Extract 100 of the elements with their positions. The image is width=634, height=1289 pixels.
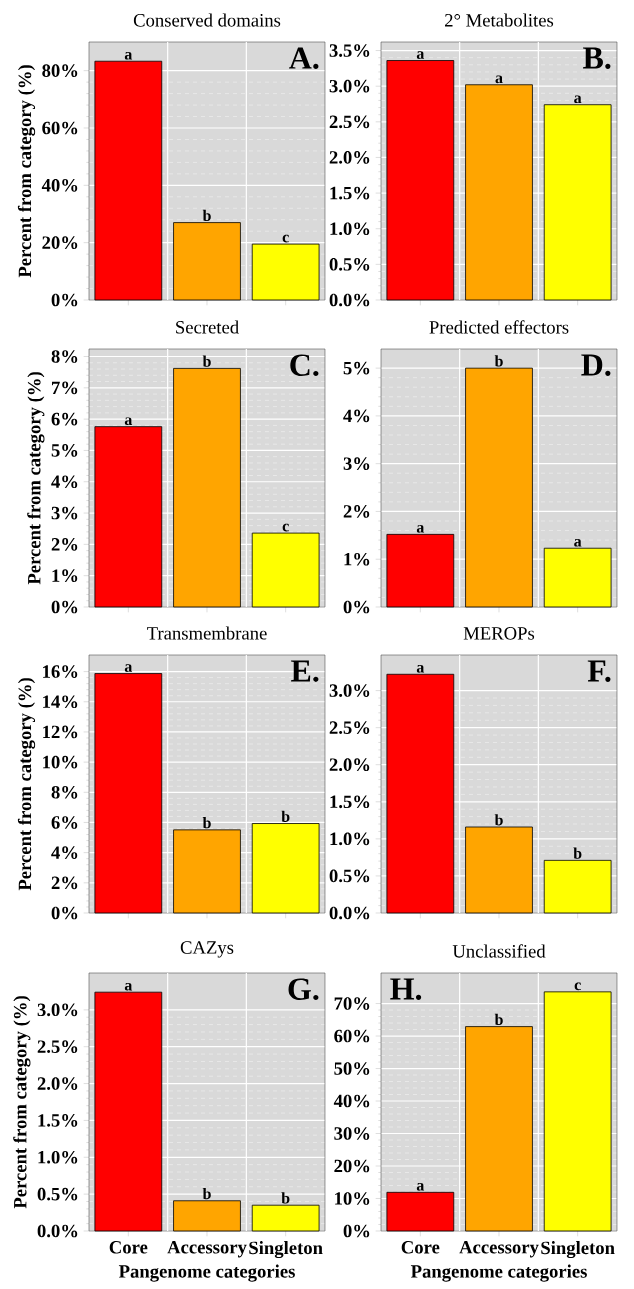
bar <box>251 243 320 301</box>
y-axis-title: Percent from category (%) <box>17 678 36 891</box>
bar <box>94 673 163 914</box>
annotation: C. <box>290 354 319 377</box>
data-label: a <box>574 95 582 104</box>
bar <box>386 60 455 301</box>
data-label: b <box>202 817 211 829</box>
bar <box>173 368 241 608</box>
data-label: b <box>573 847 582 859</box>
y-tick-label: 80% <box>42 64 78 77</box>
annotation: A. <box>289 47 319 70</box>
y-tick-label: 16% <box>43 665 78 678</box>
bar <box>94 60 163 301</box>
chart-title: Predicted effectors <box>429 320 569 334</box>
y-tick-label: 2% <box>51 876 78 890</box>
y-tick-label: 3.5% <box>329 44 370 57</box>
y-tick-label: 20% <box>334 1159 370 1173</box>
y-tick-label: 0% <box>51 600 78 614</box>
y-tick-label: 0% <box>343 1224 370 1238</box>
y-tick-label: 1.5% <box>330 186 370 200</box>
bar <box>386 533 455 608</box>
y-tick-label: 5% <box>51 444 78 457</box>
y-tick-label: 0% <box>343 600 370 614</box>
data-label: b <box>202 209 211 221</box>
x-tick-label: Singleton <box>541 1241 615 1259</box>
chart-title: Conserved domains <box>133 13 281 27</box>
y-tick-label: 3% <box>51 506 78 520</box>
annotation: E. <box>291 660 319 682</box>
y-tick-label: 4% <box>51 846 78 859</box>
bar <box>173 1200 241 1232</box>
bar <box>386 1191 455 1232</box>
bar <box>465 367 533 608</box>
y-tick-label: 12% <box>43 725 78 739</box>
y-tick-label: 0.0% <box>329 293 370 307</box>
bar <box>543 104 612 301</box>
y-tick-label: 3.0% <box>37 1003 78 1017</box>
y-tick-label: 30% <box>334 1127 370 1140</box>
chart-title: Transmembrane <box>147 626 267 640</box>
chart-title: Unclassified <box>452 944 546 958</box>
y-tick-label: 4% <box>343 409 370 423</box>
bar <box>94 991 163 1232</box>
data-label: a <box>416 1183 425 1191</box>
data-label: a <box>124 51 133 60</box>
y-tick-label: 40% <box>333 1094 370 1108</box>
y-tick-label: 1% <box>52 569 78 583</box>
y-tick-label: 0% <box>51 906 78 920</box>
y-tick-label: 2.0% <box>329 758 370 772</box>
data-label: a <box>416 51 425 59</box>
x-tick-label: Accessory <box>459 1241 539 1258</box>
bar <box>543 991 612 1232</box>
y-tick-label: 0.5% <box>329 869 370 883</box>
chart-title: MEROPs <box>463 627 535 640</box>
bar <box>251 1204 320 1232</box>
y-tick-label: 1.5% <box>38 1114 78 1127</box>
x-axis-title: Pangenome categories <box>410 1264 587 1282</box>
y-tick-label: 0.0% <box>329 906 370 920</box>
y-axis-title: Percent from category (%) <box>13 996 31 1209</box>
y-tick-label: 3.0% <box>329 684 370 697</box>
annotation: F. <box>587 660 611 682</box>
y-tick-label: 3.0% <box>329 79 370 93</box>
y-tick-label: 0.5% <box>329 258 370 271</box>
data-label: a <box>124 664 133 672</box>
x-axis-title: Pangenome categories <box>118 1264 295 1282</box>
y-tick-label: 2% <box>51 538 78 551</box>
y-tick-label: 1.0% <box>38 1150 78 1164</box>
bar <box>543 859 612 914</box>
y-tick-label: 0.0% <box>37 1224 78 1238</box>
y-tick-label: 1.5% <box>330 795 370 809</box>
y-tick-label: 7% <box>52 381 78 395</box>
y-tick-label: 0.5% <box>37 1187 78 1201</box>
data-label: b <box>202 355 211 367</box>
chart-title: 2° Metabolites <box>445 13 554 27</box>
y-tick-label: 2.5% <box>329 721 370 734</box>
y-tick-label: 8% <box>51 350 78 363</box>
bar <box>386 673 455 914</box>
y-tick-label: 70% <box>334 997 370 1010</box>
x-tick-label: Core <box>401 1241 440 1254</box>
y-tick-label: 10% <box>335 1192 370 1205</box>
y-tick-label: 2% <box>343 505 370 518</box>
y-tick-label: 40% <box>41 178 78 192</box>
y-tick-label: 20% <box>42 236 78 249</box>
y-tick-label: 1.0% <box>330 222 370 236</box>
x-tick-label: Accessory <box>167 1241 247 1258</box>
data-label: a <box>416 665 425 673</box>
bar <box>251 823 320 914</box>
y-tick-label: 10% <box>43 755 78 769</box>
chart-title: CAZys <box>180 941 234 958</box>
data-label: c <box>574 982 581 991</box>
data-label: b <box>494 814 503 826</box>
bar <box>94 426 163 608</box>
chart-title: Secreted <box>176 320 239 334</box>
annotation: D. <box>581 354 611 376</box>
bar <box>465 826 533 914</box>
data-label: a <box>124 982 133 991</box>
data-label: a <box>124 417 133 426</box>
data-label: b <box>281 1192 290 1204</box>
y-tick-label: 60% <box>42 121 78 135</box>
y-tick-label: 2.5% <box>37 1040 78 1054</box>
y-axis-title: Percent from category (%) <box>27 372 45 585</box>
y-tick-label: 3% <box>343 457 370 470</box>
